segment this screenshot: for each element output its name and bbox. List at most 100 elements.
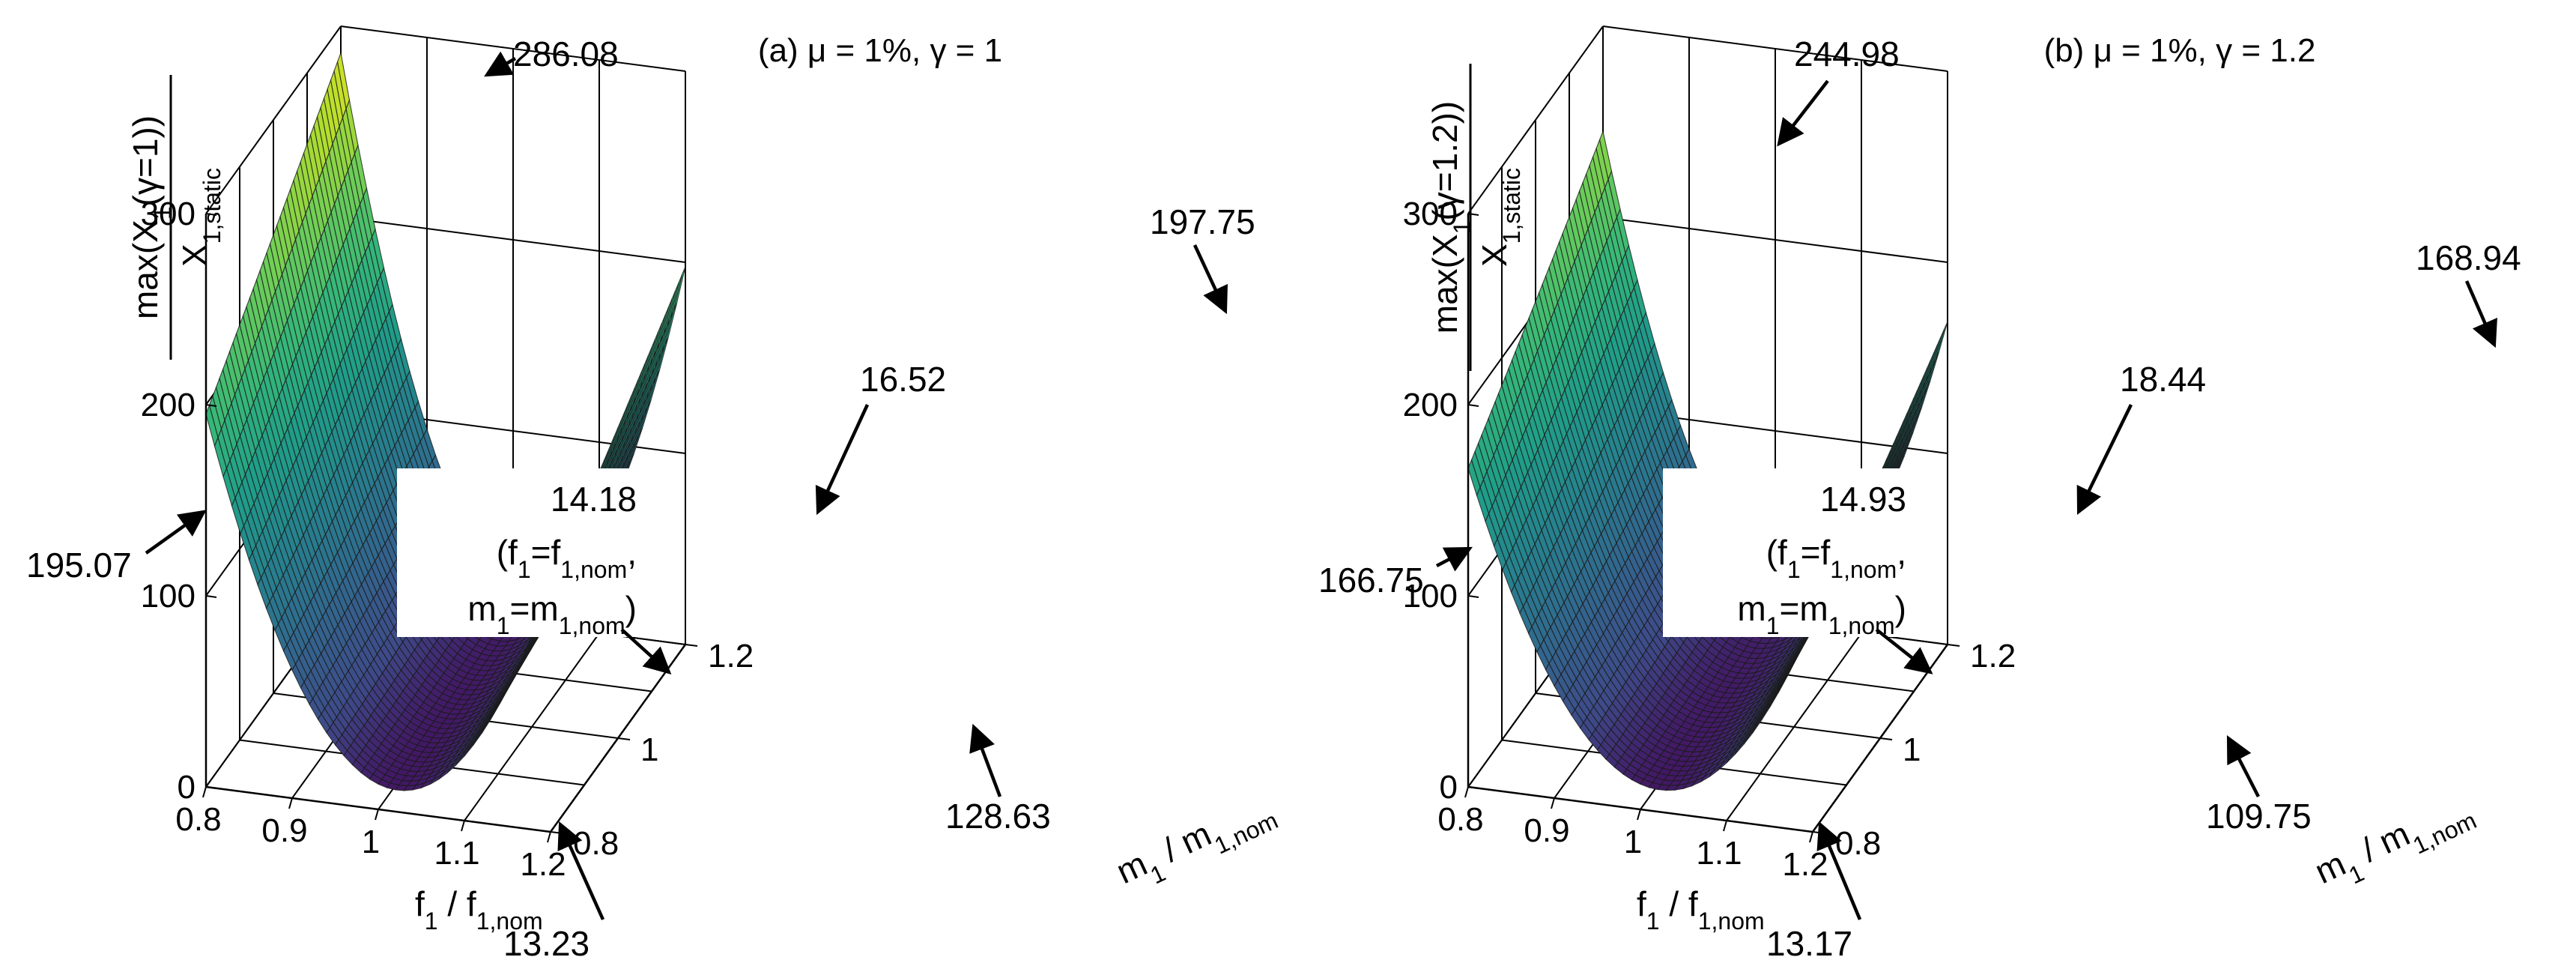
panel-b-xtick-label: 1 bbox=[1624, 824, 1642, 860]
panel-b-ztick-mark bbox=[1467, 595, 1479, 598]
panel-b-y-axis-line bbox=[1811, 644, 1949, 833]
panel-a-label-corner-f12-m12: 197.75 bbox=[1150, 202, 1255, 241]
panel-a-ytick-label: 0.8 bbox=[573, 825, 619, 862]
panel-b-ztick-mark bbox=[1467, 404, 1479, 407]
panel-b-arrow-corner-f12-m08 bbox=[2226, 734, 2261, 798]
panel-b-label-corner-f08-m12: 244.98 bbox=[1794, 34, 1900, 73]
panel-a-arrow-edge-mid-m12 bbox=[815, 404, 870, 516]
panel-b-zlabel-numerator: max(X1(γ=1.2)) bbox=[1425, 101, 1476, 333]
panel-a-label-corner-f08-m08: 195.07 bbox=[26, 546, 132, 585]
panel-b-xtick-label: 1.1 bbox=[1696, 835, 1742, 872]
panel-a-ztick-label: 100 bbox=[141, 578, 196, 615]
panel-b-ztick-label: 200 bbox=[1403, 387, 1458, 423]
panel-a-label-edge-mid-m08: 13.23 bbox=[503, 924, 590, 963]
panel-a-ytick-mark bbox=[685, 644, 698, 647]
panel-b-xtick-label: 0.9 bbox=[1524, 812, 1569, 849]
panel-a-label-corner-f12-m08: 128.63 bbox=[945, 797, 1051, 836]
panel-a-ztick-mark bbox=[205, 595, 217, 598]
panel-a-x-axis-label: f1 / f1,nom bbox=[415, 884, 543, 935]
panel-b-grid-back-z-3 bbox=[1602, 25, 1948, 72]
panel-a-xtick-mark bbox=[202, 786, 207, 798]
panel-a-ytick-label: 1.2 bbox=[708, 638, 754, 674]
panel-a-ytick-mark bbox=[617, 737, 631, 740]
panel-a-arrow-edge-mid-m08 bbox=[557, 821, 605, 920]
panel-a-grid-back-z-2 bbox=[340, 217, 686, 263]
panel-b-surface bbox=[1467, 130, 1948, 791]
panel-a-arrow-corner-f12-m08 bbox=[969, 723, 1002, 797]
panel-b-nominal-callout: 14.93 (f1=f1,nom, m1=m1,nom) bbox=[1663, 468, 1914, 639]
panel-b-label-corner-f12-m08: 109.75 bbox=[2206, 797, 2312, 836]
panel-b-nominal-value: 14.93 bbox=[1820, 480, 1906, 519]
panel-b-label-edge-mid-m12: 18.44 bbox=[2120, 360, 2206, 399]
panel-a-x-axis-line bbox=[205, 785, 551, 833]
panel-a-xtick-label: 0.8 bbox=[175, 801, 221, 838]
panel-a-arrow-corner-f08-m08 bbox=[145, 510, 207, 555]
panel-b-nominal-box bbox=[1663, 468, 1914, 637]
panel-a-ztick-mark bbox=[205, 213, 217, 216]
panel-b-ztick-label: 100 bbox=[1403, 578, 1458, 615]
panel-a-nominal-value: 14.18 bbox=[551, 480, 637, 519]
panel-a-xtick-label: 1.2 bbox=[520, 846, 566, 883]
panel-a-nominal-line1: (f1=f1,nom, bbox=[497, 533, 637, 583]
panel-a-y-axis-label: m1 / m1,nom bbox=[1110, 785, 1282, 901]
panel-a-ztick-label: 300 bbox=[141, 196, 196, 232]
panel-a-zlabel-denominator: X1,static bbox=[175, 168, 225, 267]
panel-a-nominal-line2: m1=m1,nom) bbox=[467, 589, 637, 639]
panel-a-xtick-mark bbox=[461, 820, 465, 832]
panel-b-ztick-label: 0 bbox=[1440, 769, 1458, 806]
panel-a-xtick-label: 1.1 bbox=[434, 835, 479, 872]
panel-b-ytick-mark bbox=[1947, 644, 1960, 647]
panel-a-label-corner-f08-m12: 286.08 bbox=[513, 34, 619, 73]
panel-a-ytick-mark bbox=[550, 831, 563, 834]
panel-b-title: (b) μ = 1%, γ = 1.2 bbox=[2044, 32, 2316, 69]
panel-b-arrow-nominal bbox=[1875, 628, 1933, 674]
panel-b-x-axis-line bbox=[1467, 785, 1813, 833]
panel-b-xtick-mark bbox=[1637, 809, 1641, 821]
panel-a-grid-back-z-3 bbox=[340, 25, 686, 72]
panel-b-annotations: 244.98 168.94 18.44 166.75 14.93 (f1=f1,… bbox=[1318, 34, 2521, 963]
panel-b-arrow-corner-f08-m12 bbox=[1777, 79, 1829, 147]
panel-a-ytick-label: 1 bbox=[640, 731, 658, 768]
panel-b-xtick-label: 0.8 bbox=[1437, 801, 1483, 838]
panel-b-ytick-label: 1.2 bbox=[1970, 638, 2016, 674]
panel-b-arrow-edge-mid-m08 bbox=[1816, 821, 1862, 920]
panel-b-label-corner-f12-m12: 168.94 bbox=[2416, 238, 2521, 277]
panel-b-zlabel-denominator: X1,static bbox=[1475, 168, 1525, 267]
panel-b-x-axis-label: f1 / f1,nom bbox=[1637, 884, 1765, 935]
panel-a-ztick-label: 0 bbox=[178, 769, 196, 806]
panel-b-arrow-edge-mid-m12 bbox=[2076, 404, 2133, 516]
panel-b-xtick-label: 1.2 bbox=[1782, 846, 1828, 883]
panel-b-xtick-mark bbox=[1551, 797, 1555, 809]
panel-b-z-axis-label: max(X1(γ=1.2)) X1,static bbox=[1425, 64, 1525, 371]
panel-a-arrow-nominal bbox=[620, 628, 672, 675]
panel-b-grid-back-z-2 bbox=[1602, 217, 1948, 263]
panel-b-label-edge-mid-m08: 13.17 bbox=[1766, 924, 1852, 963]
panel-b-ytick-label: 1 bbox=[1903, 731, 1921, 768]
panel-b-ytick-mark bbox=[1879, 737, 1893, 740]
panel-b-xtick-mark bbox=[1723, 820, 1727, 832]
panel-a-label-edge-mid-m12: 16.52 bbox=[860, 360, 946, 399]
panel-b-arrow-corner-f08-m08 bbox=[1435, 546, 1473, 572]
panel-a-ztick-mark bbox=[205, 404, 217, 407]
panel-b-ytick-label: 0.8 bbox=[1835, 825, 1881, 862]
panel-a-annotations: 286.08 197.75 16.52 195.07 14.18 (f1=f1,… bbox=[26, 34, 1255, 963]
panel-a-xtick-mark bbox=[288, 797, 293, 809]
panel-b-ztick-label: 300 bbox=[1403, 196, 1458, 232]
panel-a-nominal-box bbox=[397, 468, 644, 637]
panel-a-arrow-corner-f12-m12 bbox=[1192, 244, 1228, 315]
panel-a-title: (a) μ = 1%, γ = 1 bbox=[758, 32, 1002, 69]
panel-b-arrow-corner-f12-m12 bbox=[2464, 280, 2497, 348]
panel-a-z-axis-label: max(X1(γ=1)) X1,static bbox=[126, 75, 225, 360]
panel-a-y-axis-line bbox=[549, 644, 687, 833]
panel-b-y-axis-label: m1 / m1,nom bbox=[2309, 785, 2480, 901]
panel-a-nominal-callout: 14.18 (f1=f1,nom, m1=m1,nom) bbox=[397, 468, 644, 639]
panel-a-xtick-label: 0.9 bbox=[261, 812, 307, 849]
panel-a-ztick-label: 200 bbox=[141, 387, 196, 423]
panel-a-zlabel-numerator: max(X1(γ=1)) bbox=[126, 115, 176, 319]
panel-a-xtick-mark bbox=[547, 831, 551, 843]
panel-b-label-corner-f08-m08: 166.75 bbox=[1318, 561, 1424, 600]
panel-b-xtick-mark bbox=[1809, 831, 1813, 843]
